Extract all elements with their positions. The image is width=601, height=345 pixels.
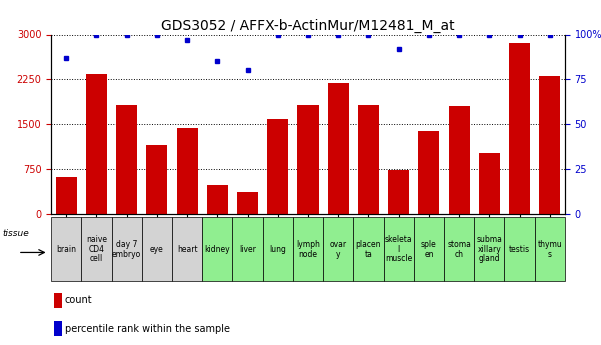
- Text: day 7
embryо: day 7 embryо: [112, 240, 141, 259]
- Bar: [202, 217, 233, 281]
- Bar: [504, 217, 535, 281]
- Text: eye: eye: [150, 245, 163, 254]
- Bar: [383, 217, 414, 281]
- Text: lymph
node: lymph node: [296, 240, 320, 259]
- Text: lung: lung: [269, 245, 286, 254]
- Bar: [509, 43, 530, 214]
- Bar: [297, 105, 319, 214]
- Bar: [177, 128, 198, 214]
- Bar: [293, 217, 323, 281]
- Bar: [172, 217, 202, 281]
- Bar: [448, 106, 470, 214]
- Bar: [207, 185, 228, 214]
- Text: thymu
s: thymu s: [537, 240, 562, 259]
- Bar: [237, 193, 258, 214]
- Bar: [388, 170, 409, 214]
- Text: heart: heart: [177, 245, 197, 254]
- Text: ovar
y: ovar y: [330, 240, 347, 259]
- Text: stoma
ch: stoma ch: [447, 240, 471, 259]
- Text: subma
xillary
gland: subma xillary gland: [477, 235, 502, 264]
- Bar: [146, 145, 168, 214]
- Bar: [56, 177, 77, 214]
- Bar: [267, 119, 288, 214]
- Text: count: count: [65, 296, 93, 305]
- Bar: [358, 105, 379, 214]
- Text: kidney: kidney: [204, 245, 230, 254]
- Bar: [116, 105, 137, 214]
- Text: testis: testis: [509, 245, 530, 254]
- Bar: [112, 217, 142, 281]
- Bar: [323, 217, 353, 281]
- Text: sple
en: sple en: [421, 240, 437, 259]
- Text: liver: liver: [239, 245, 256, 254]
- Title: GDS3052 / AFFX-b-ActinMur/M12481_M_at: GDS3052 / AFFX-b-ActinMur/M12481_M_at: [161, 19, 455, 33]
- Text: percentile rank within the sample: percentile rank within the sample: [65, 324, 230, 334]
- Bar: [479, 153, 500, 214]
- Bar: [535, 217, 565, 281]
- Text: tissue: tissue: [2, 229, 29, 238]
- Bar: [328, 83, 349, 214]
- Bar: [233, 217, 263, 281]
- Bar: [54, 293, 62, 307]
- Bar: [444, 217, 474, 281]
- Bar: [81, 217, 112, 281]
- Text: brain: brain: [56, 245, 76, 254]
- Bar: [142, 217, 172, 281]
- Bar: [263, 217, 293, 281]
- Bar: [418, 131, 439, 214]
- Bar: [539, 76, 560, 214]
- Bar: [414, 217, 444, 281]
- Text: skeleta
l
muscle: skeleta l muscle: [385, 235, 412, 264]
- Bar: [353, 217, 383, 281]
- Bar: [474, 217, 504, 281]
- Bar: [51, 217, 81, 281]
- Bar: [54, 321, 62, 336]
- Text: naive
CD4
cell: naive CD4 cell: [86, 235, 107, 264]
- Text: placen
ta: placen ta: [356, 240, 381, 259]
- Bar: [86, 74, 107, 214]
